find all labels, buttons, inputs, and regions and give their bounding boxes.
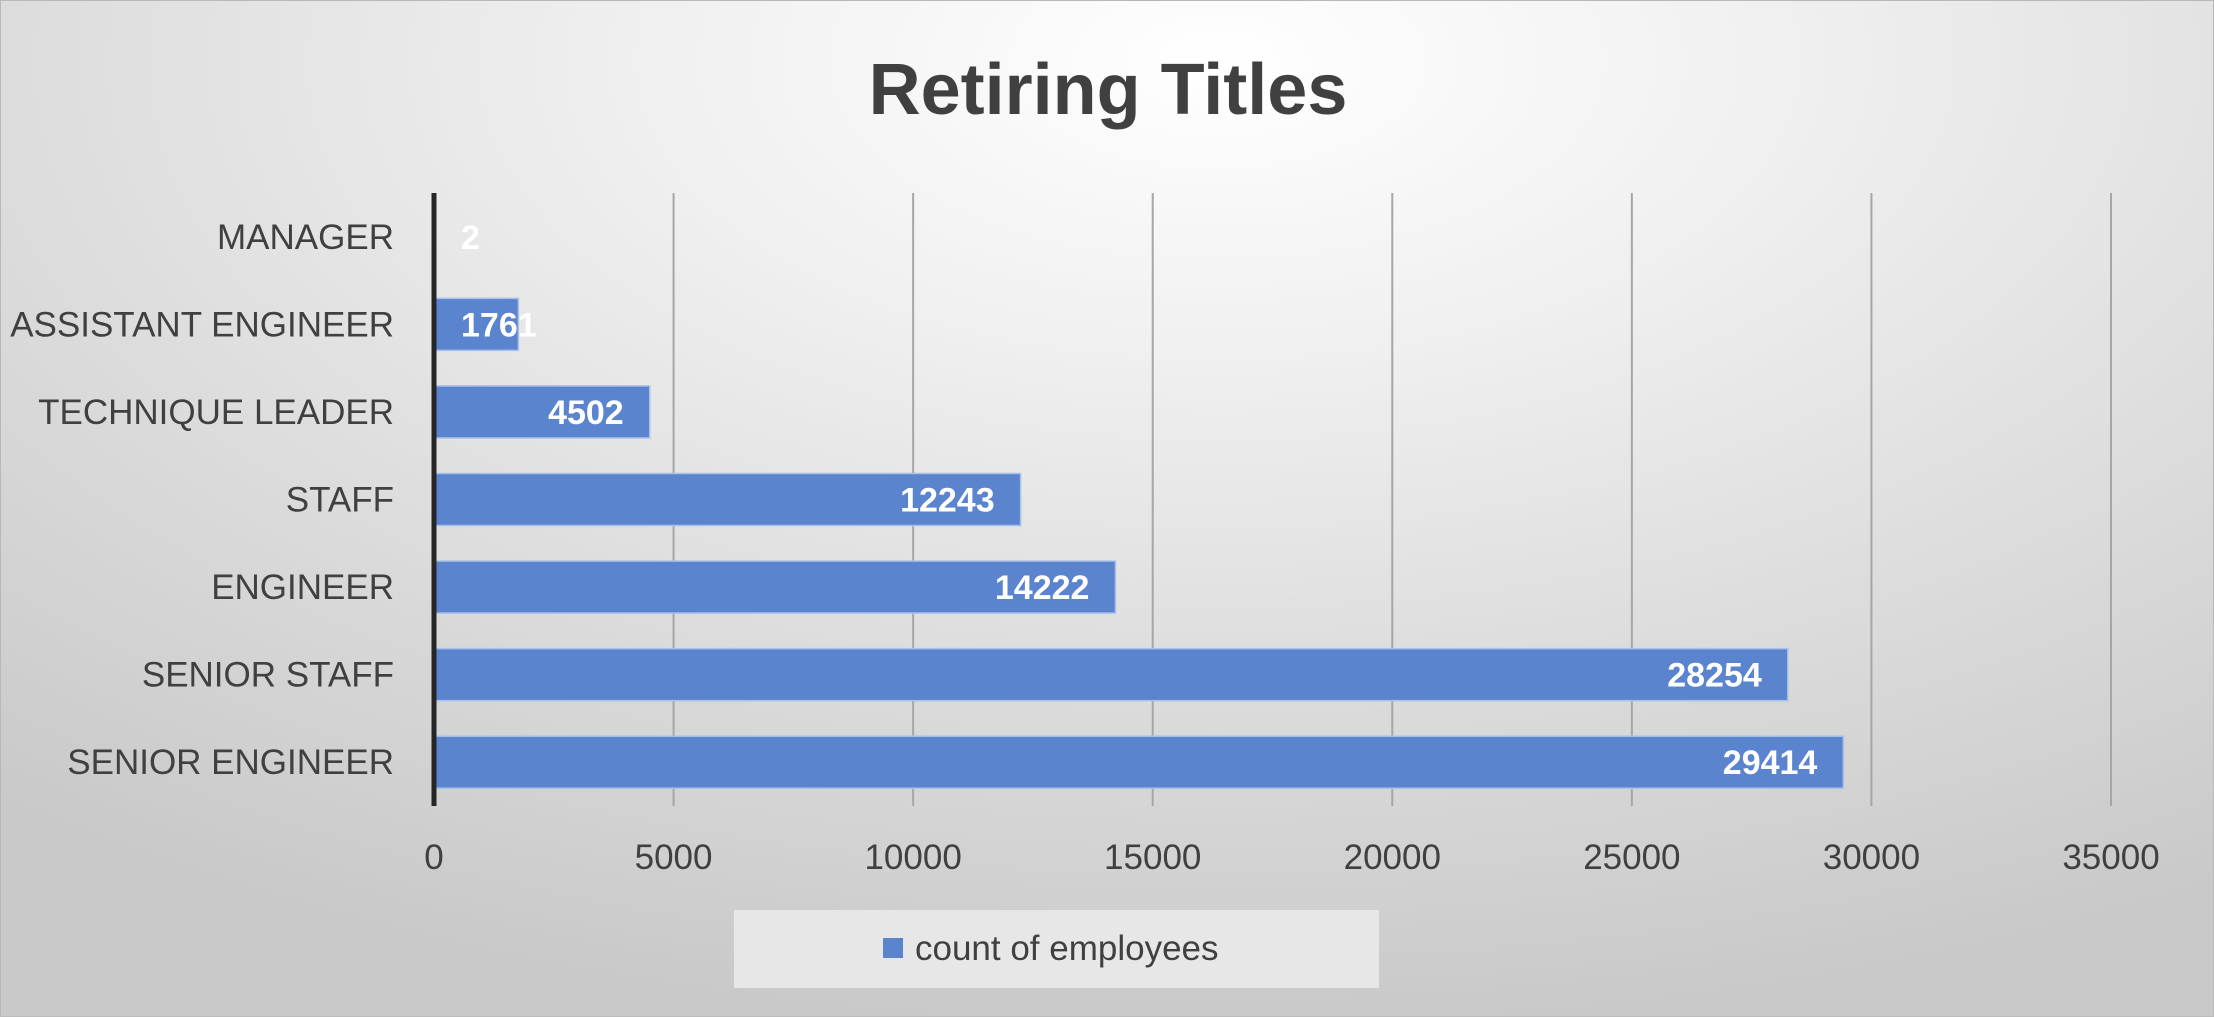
category-axis-labels: MANAGER ASSISTANT ENGINEER TECHNIQUE LEADE… bbox=[10, 218, 394, 782]
bar-3 bbox=[433, 472, 1022, 527]
category-label-2: TECHNIQUE LEADER bbox=[38, 393, 394, 432]
category-label-0: MANAGER bbox=[217, 218, 394, 257]
data-label-6: 29414 bbox=[1723, 744, 1818, 782]
chart-title: Retiring Titles bbox=[869, 50, 1348, 130]
tick-label-1: 5000 bbox=[635, 838, 713, 877]
data-label-1: 1761 bbox=[461, 306, 537, 344]
legend-box bbox=[734, 910, 1379, 988]
data-label-2: 4502 bbox=[548, 394, 624, 432]
data-label-5: 28254 bbox=[1667, 657, 1762, 695]
data-label-0: 2 bbox=[461, 219, 480, 257]
bar-2 bbox=[433, 385, 651, 439]
bars bbox=[433, 210, 1845, 789]
legend-swatch bbox=[883, 938, 903, 958]
value-axis-tick-labels: 0 5000 10000 15000 20000 25000 30000 35000 bbox=[424, 838, 2159, 877]
data-label-4: 14222 bbox=[995, 569, 1090, 607]
bar-data-labels: 2 1761 4502 12243 14222 28254 29414 bbox=[461, 219, 1817, 782]
tick-label-7: 35000 bbox=[2062, 838, 2159, 877]
gridlines bbox=[672, 193, 2112, 806]
legend: count of employees bbox=[734, 910, 1379, 988]
category-label-6: SENIOR ENGINEER bbox=[67, 743, 394, 782]
legend-label: count of employees bbox=[915, 929, 1219, 968]
tick-label-6: 30000 bbox=[1823, 838, 1920, 877]
category-label-1: ASSISTANT ENGINEER bbox=[10, 305, 394, 344]
tick-label-2: 10000 bbox=[864, 838, 961, 877]
bar-5 bbox=[433, 647, 1789, 702]
tick-label-4: 20000 bbox=[1344, 838, 1441, 877]
tick-label-3: 15000 bbox=[1104, 838, 1201, 877]
bar-6 bbox=[433, 735, 1845, 789]
category-label-4: ENGINEER bbox=[211, 568, 394, 607]
tick-label-5: 25000 bbox=[1583, 838, 1680, 877]
category-label-3: STAFF bbox=[286, 481, 394, 520]
bar-1 bbox=[433, 297, 520, 352]
data-label-3: 12243 bbox=[900, 482, 995, 520]
category-label-5: SENIOR STAFF bbox=[142, 656, 394, 695]
tick-label-0: 0 bbox=[424, 838, 443, 877]
